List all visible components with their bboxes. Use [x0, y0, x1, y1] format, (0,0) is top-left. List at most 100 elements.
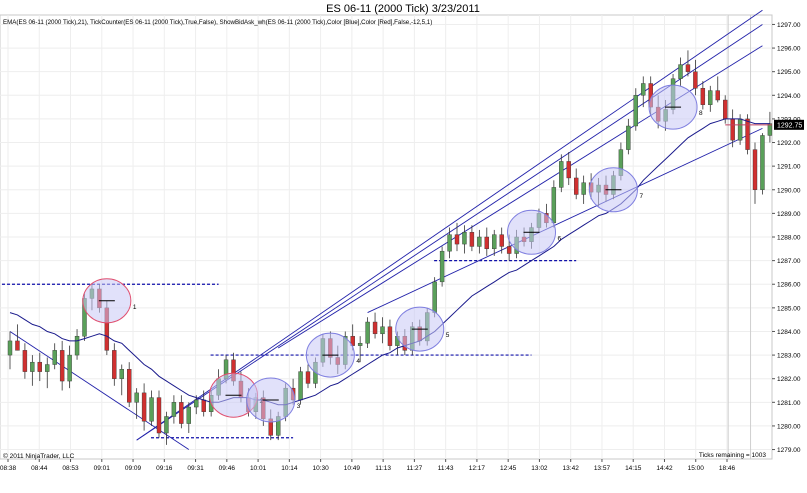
candle-body [760, 135, 765, 190]
candle-body [685, 64, 691, 72]
indicator-label: EMA(ES 06-11 (2000 Tick),21), TickCounte… [3, 19, 432, 26]
grid [0, 15, 772, 459]
y-tick-label: 1296.00 [777, 46, 801, 53]
candle-body [37, 361, 42, 372]
annotation-circles: 12345678 [82, 84, 772, 423]
candle-body [432, 281, 437, 313]
candle-body [752, 149, 758, 190]
x-tick-label: 10:01 [250, 465, 267, 472]
candle-body [723, 99, 728, 120]
last-price-label: 1292.75 [777, 122, 802, 129]
candle-body [566, 161, 571, 179]
y-tick-label: 1294.00 [777, 93, 801, 100]
x-tick-label: 14:15 [625, 465, 642, 472]
candle-body [164, 416, 169, 434]
candle-body [708, 90, 713, 105]
marker-label: 6 [558, 235, 562, 242]
candle-body [745, 118, 750, 150]
ema-series-line [9, 118, 770, 406]
candle-body [678, 64, 683, 79]
y-tick-label: 1295.00 [777, 69, 801, 76]
candle-body [149, 397, 154, 422]
channel-line [136, 9, 763, 441]
candle-body [30, 361, 35, 372]
candle-body [715, 90, 720, 101]
candle-body [67, 354, 72, 382]
x-tick-label: 10:14 [281, 465, 298, 472]
x-tick-label: 11:13 [375, 465, 391, 472]
marker-label: 5 [446, 332, 450, 339]
candle-body [194, 399, 199, 408]
candle-body [559, 161, 564, 188]
candle-body [298, 371, 303, 401]
candle-body [112, 350, 117, 379]
x-tick-label: 10:49 [344, 465, 361, 472]
horizontal-levels [2, 260, 577, 439]
candle-body [492, 234, 497, 250]
x-tick-label: 14:42 [656, 465, 673, 472]
x-tick-label: 08:53 [62, 465, 79, 472]
x-tick-label: 12:45 [500, 465, 517, 472]
candle-body [439, 250, 445, 283]
y-tick-label: 1286.00 [777, 282, 801, 289]
marker-label: 8 [699, 110, 703, 117]
y-tick-label: 1282.00 [777, 376, 801, 383]
candle-body [372, 321, 378, 335]
candle-body [462, 232, 467, 245]
y-tick-label: 1289.00 [777, 211, 801, 218]
x-tick-label: 18:46 [719, 465, 736, 472]
candle-body [15, 340, 20, 351]
x-tick-label: 11:27 [406, 465, 422, 472]
candle-body [447, 234, 452, 252]
candle-body [626, 125, 631, 150]
y-tick-label: 1288.00 [777, 235, 801, 242]
candle-body [581, 182, 586, 195]
candle-body [22, 350, 28, 372]
candle-body [484, 236, 489, 250]
ema-line [9, 118, 770, 406]
candle-body [767, 123, 773, 136]
candle-body [7, 340, 13, 356]
y-tick-label: 1284.00 [777, 329, 801, 336]
candle-body [74, 335, 80, 356]
candle-body [141, 392, 147, 422]
candle-body [574, 177, 579, 195]
candle-body [506, 246, 512, 254]
x-tick-label: 11:43 [438, 465, 454, 472]
candle-body [499, 234, 504, 247]
candle-body [350, 335, 355, 346]
marker-label: 3 [297, 403, 301, 410]
candle-body [126, 369, 132, 403]
x-tick-label: 09:31 [187, 465, 204, 472]
candle-body [134, 392, 139, 403]
x-tick-label: 13:02 [531, 465, 548, 472]
y-tick-label: 1297.00 [777, 22, 801, 29]
candle-body [171, 402, 177, 417]
candle-body [59, 350, 65, 382]
candle-body [45, 364, 50, 372]
marker-label: 4 [356, 358, 360, 365]
x-tick-label: 08:44 [31, 465, 48, 472]
time-axis[interactable]: 08:38 08:44 08:53 09:01 09:09 09:16 09:31 09:46… [0, 459, 736, 472]
candle-body [693, 71, 698, 89]
candle-body [357, 343, 363, 346]
y-tick-label: 1280.00 [777, 423, 801, 430]
candle-body [380, 326, 385, 335]
y-tick-label: 1283.00 [777, 353, 801, 360]
candle-body [633, 95, 638, 127]
x-tick-label: 09:46 [219, 465, 236, 472]
x-tick-label: 09:09 [125, 465, 142, 472]
marker-label: 7 [639, 193, 643, 200]
chart-title: ES 06-11 (2000 Tick) 3/23/2011 [326, 3, 480, 15]
y-tick-label: 1285.00 [777, 305, 801, 312]
candle-body [730, 118, 735, 141]
y-tick-label: 1279.00 [777, 447, 801, 454]
candle-body [551, 187, 557, 224]
candle-body [387, 326, 393, 346]
y-tick-label: 1292.00 [777, 140, 801, 147]
y-tick-label: 1290.00 [777, 187, 801, 194]
candle-body [641, 83, 646, 96]
